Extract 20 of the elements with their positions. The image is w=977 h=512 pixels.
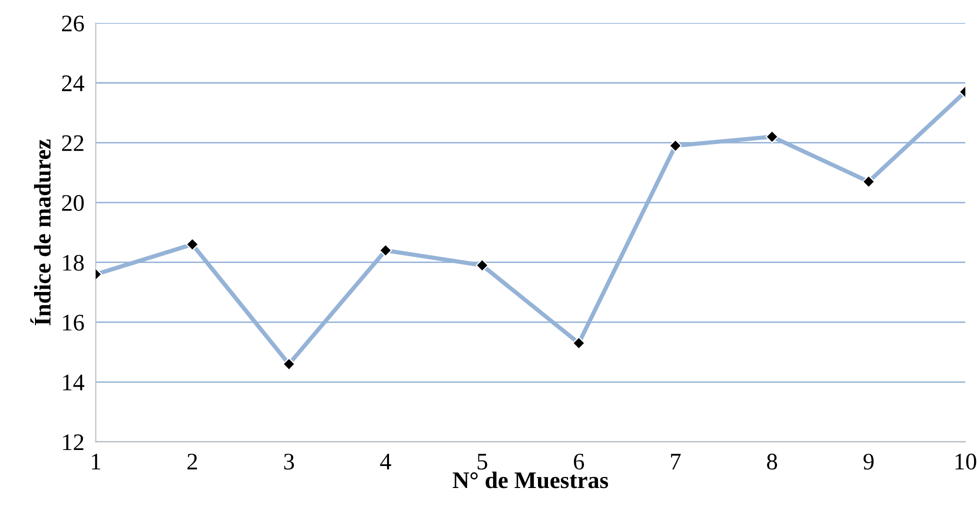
x-tick-label: 3 bbox=[284, 454, 294, 470]
x-tick-label: 2 bbox=[187, 454, 197, 470]
x-tick-label: 1 bbox=[92, 454, 100, 470]
y-tick-label: 22 bbox=[62, 135, 84, 151]
x-tick-label: 10 bbox=[956, 454, 976, 470]
y-tick-label: 20 bbox=[62, 195, 84, 211]
y-tick-label: 24 bbox=[62, 75, 84, 92]
x-tick-label: 5 bbox=[478, 454, 488, 470]
y-tick-label: 14 bbox=[63, 374, 84, 390]
y-axis-title: Índice de madurez bbox=[30, 139, 51, 326]
y-tick-label: 12 bbox=[63, 434, 84, 450]
x-tick-label: 6 bbox=[574, 454, 584, 470]
x-tick-label: 4 bbox=[380, 454, 392, 470]
x-tick-label: 8 bbox=[767, 454, 778, 470]
x-tick-label: 7 bbox=[671, 454, 681, 470]
x-tick-label: 9 bbox=[864, 454, 874, 470]
y-tick-label: 26 bbox=[62, 16, 84, 32]
y-tick-label: 18 bbox=[63, 254, 84, 271]
y-tick-label: 16 bbox=[63, 314, 84, 331]
x-axis-title: N° de Muestras bbox=[452, 472, 608, 488]
